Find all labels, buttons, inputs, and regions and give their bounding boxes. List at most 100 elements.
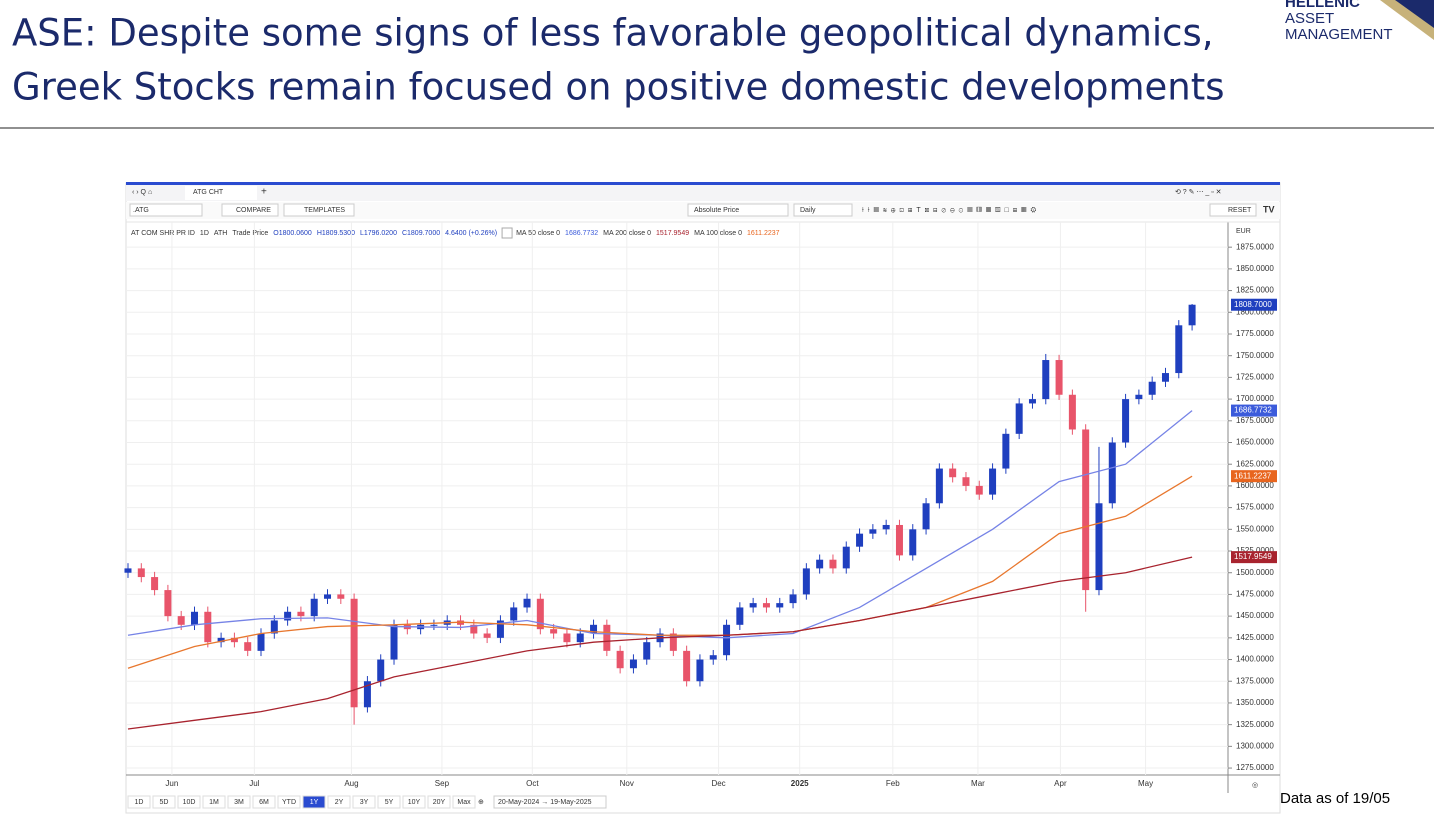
candle-body — [430, 624, 438, 626]
candle-body — [257, 633, 265, 651]
period-label[interactable]: 1M — [209, 799, 219, 806]
period-label[interactable]: 2Y — [335, 799, 344, 806]
candle-body — [669, 633, 677, 651]
period-label[interactable]: 1Y — [310, 799, 319, 806]
legend-item: 1686.7732 — [565, 230, 598, 237]
logo-text: HELLENIC — [1285, 0, 1360, 11]
y-tick-label: 1875.0000 — [1236, 242, 1274, 251]
candle-body — [962, 477, 970, 486]
reset-button[interactable] — [1209, 203, 1257, 217]
period-button[interactable] — [277, 795, 301, 809]
y-tick-label: 1775.0000 — [1236, 329, 1274, 338]
tool-icons[interactable]: ⟊⟊▤≋⊕⊡⊞T⊠⊟⊘⊖⊙▤▥▦▧□⊞▦⚙ — [862, 207, 1040, 214]
legend-item: 4.6400 (+0.26%) — [445, 230, 497, 237]
y-tick-label: 1600.0000 — [1236, 481, 1274, 490]
period-button[interactable] — [302, 795, 326, 809]
period-label[interactable]: 20Y — [433, 799, 446, 806]
x-tick-label: Sep — [435, 779, 450, 788]
nav-icons[interactable]: ‹ › Q ⌂ — [132, 189, 152, 196]
candle-body — [550, 629, 558, 634]
candle-body — [191, 611, 199, 625]
period-button[interactable] — [252, 795, 276, 809]
period-button[interactable] — [227, 795, 251, 809]
price-last-label-box — [1231, 298, 1277, 311]
templates-button[interactable] — [283, 203, 355, 217]
period-label[interactable]: Max — [457, 799, 471, 806]
candle-body — [270, 620, 278, 634]
interval[interactable]: Daily — [800, 207, 816, 214]
interval-select[interactable] — [793, 203, 853, 217]
tab[interactable] — [185, 186, 257, 200]
symbol-input[interactable] — [129, 203, 203, 217]
candle-body — [1122, 399, 1130, 443]
period-label[interactable]: 5Y — [385, 799, 394, 806]
period-button[interactable] — [452, 795, 476, 809]
period-label[interactable]: 3Y — [360, 799, 369, 806]
legend-item: 1611.2237 — [747, 230, 780, 237]
period-label[interactable]: 10D — [183, 799, 196, 806]
candle-body — [523, 598, 531, 608]
candle-body — [230, 637, 238, 643]
period-button[interactable] — [427, 795, 451, 809]
candle-body — [683, 650, 691, 682]
date-from[interactable]: 20-May-2024 — [498, 799, 539, 806]
new-tab[interactable]: + — [261, 187, 267, 198]
price-mode[interactable]: Absolute Price — [694, 207, 739, 214]
legend-row: AT COM SHR PR ID 1D ATH Trade Price O1800.06… — [131, 227, 780, 239]
candle-body — [310, 598, 318, 617]
candle-body — [536, 598, 544, 630]
period-label[interactable]: 6M — [259, 799, 269, 806]
price-last-label: 1808.7000 — [1234, 300, 1272, 309]
candle-body — [164, 590, 172, 617]
candle-body — [749, 603, 757, 608]
candle-body — [842, 546, 850, 569]
y-tick-label: 1550.0000 — [1236, 524, 1274, 533]
tab-label[interactable]: ATG CHT — [193, 189, 224, 196]
window-icons[interactable]: ⟲ ? ✎ ⋯ _ ▫ ✕ — [1175, 189, 1222, 196]
period-button[interactable] — [152, 795, 176, 809]
reset-label[interactable]: RESET — [1228, 207, 1252, 214]
ma-last-label-box — [1231, 551, 1277, 564]
compare-label[interactable]: COMPARE — [236, 207, 271, 214]
settings-icon[interactable]: ◎ — [1252, 782, 1258, 789]
period-button[interactable] — [377, 795, 401, 809]
candle-body — [1082, 429, 1090, 591]
candle-body — [789, 594, 797, 604]
period-button[interactable] — [327, 795, 351, 809]
period-button[interactable] — [177, 795, 201, 809]
period-label[interactable]: 5D — [160, 799, 169, 806]
period-label[interactable]: 1D — [135, 799, 144, 806]
candle-body — [510, 607, 518, 621]
period-label[interactable]: 3M — [234, 799, 244, 806]
legend-item: H1809.5300 — [317, 230, 355, 237]
candle-body — [736, 607, 744, 625]
period-label[interactable]: YTD — [282, 799, 296, 806]
period-button[interactable] — [352, 795, 376, 809]
ma-last-label-box — [1231, 404, 1277, 417]
period-icon[interactable]: ⊕ — [478, 799, 484, 806]
period-button[interactable] — [402, 795, 426, 809]
collapse-button[interactable] — [501, 227, 513, 239]
candle-body — [1042, 360, 1050, 400]
ma-last-label-box — [1231, 470, 1277, 483]
candle-body — [284, 611, 292, 621]
date-range[interactable] — [493, 795, 607, 809]
candle-body — [723, 624, 731, 656]
price-mode-select[interactable] — [687, 203, 789, 217]
candle-body — [1095, 503, 1103, 591]
y-tick-label: 1275.0000 — [1236, 763, 1274, 772]
candle-body — [935, 468, 943, 504]
date-to[interactable]: 19-May-2025 — [550, 799, 591, 806]
candle-body — [496, 620, 504, 638]
period-button[interactable] — [127, 795, 151, 809]
symbol[interactable]: .ATG — [133, 207, 149, 214]
templates-label[interactable]: TEMPLATES — [304, 207, 345, 214]
footer-note: Data as of 19/05 — [1280, 790, 1390, 807]
compare-button[interactable] — [221, 203, 279, 217]
period-label[interactable]: 10Y — [408, 799, 421, 806]
legend-item: Trade Price — [232, 230, 268, 237]
period-button[interactable] — [202, 795, 226, 809]
y-tick-label: 1475.0000 — [1236, 590, 1274, 599]
candle-body — [177, 616, 185, 625]
